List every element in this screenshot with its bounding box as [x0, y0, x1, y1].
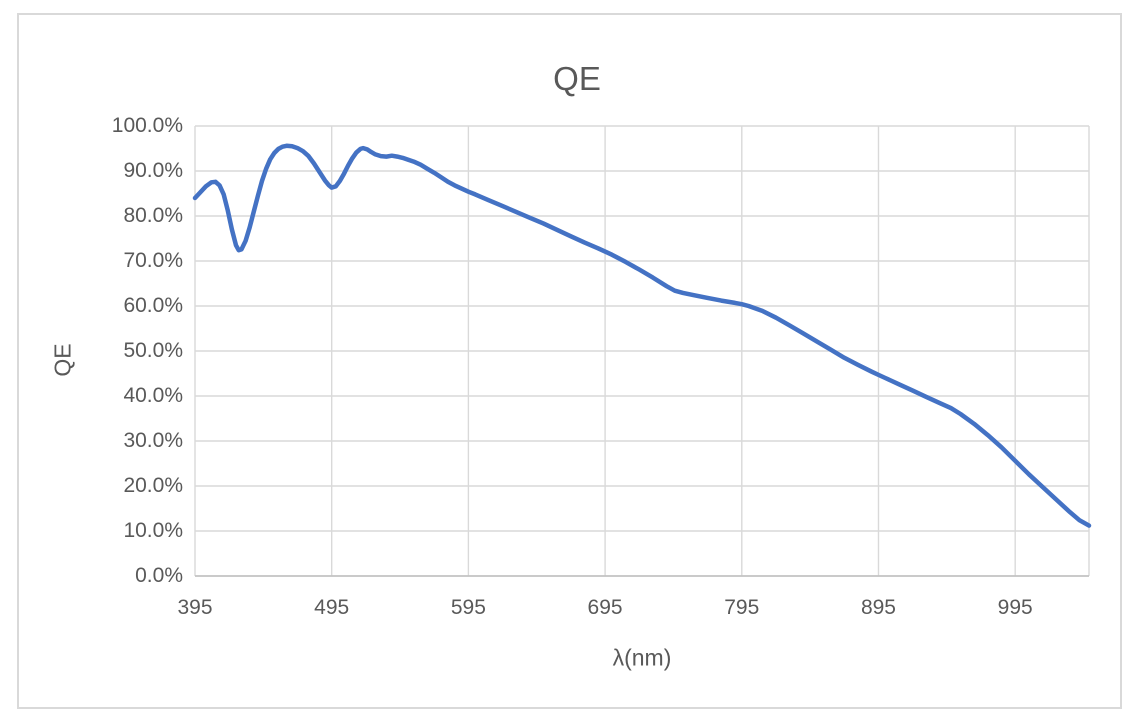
- y-tick-label: 80.0%: [123, 204, 183, 227]
- x-tick-label: 895: [860, 596, 896, 619]
- chart-frame: [17, 13, 1122, 709]
- x-tick-label: 595: [450, 596, 486, 619]
- x-tick-label: 795: [724, 596, 760, 619]
- gridlines: [194, 125, 1090, 577]
- y-tick-label: 30.0%: [123, 429, 183, 452]
- x-tick-label: 995: [997, 596, 1033, 619]
- x-tick-label: 495: [314, 596, 350, 619]
- y-tick-label: 40.0%: [123, 384, 183, 407]
- y-tick-label: 0.0%: [135, 564, 183, 587]
- y-tick-label: 50.0%: [123, 339, 183, 362]
- x-tick-label: 395: [177, 596, 213, 619]
- y-tick-label: 70.0%: [123, 249, 183, 272]
- series-lines: [192, 143, 1092, 528]
- series-line-qe: [192, 143, 1092, 528]
- y-tick-label: 60.0%: [123, 294, 183, 317]
- chart-title: QE: [553, 60, 601, 97]
- y-tick-label: 20.0%: [123, 474, 183, 497]
- y-tick-label: 10.0%: [123, 519, 183, 542]
- y-tick-label: 90.0%: [123, 159, 183, 182]
- y-tick-label: 100.0%: [111, 114, 183, 137]
- x-tick-label: 695: [587, 596, 623, 619]
- x-axis-title: λ(nm): [612, 644, 672, 671]
